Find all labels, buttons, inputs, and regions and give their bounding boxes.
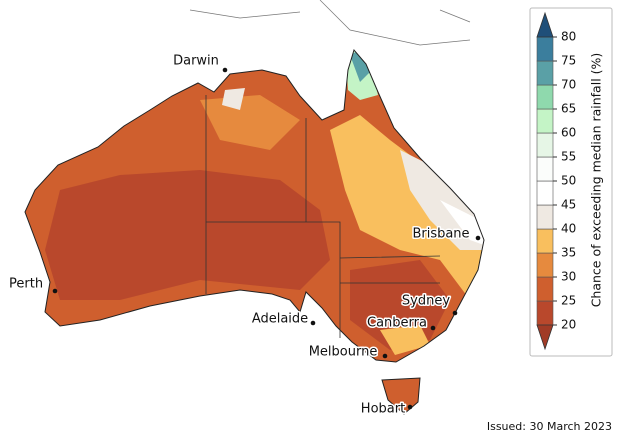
field-orange [200, 95, 300, 150]
city-dot [52, 288, 58, 294]
legend-title: Chance of exceeding median rainfall (%) [589, 53, 604, 308]
legend-bin [536, 252, 554, 278]
legend-bin [536, 156, 554, 182]
legend-bin [536, 108, 554, 134]
legend-tick-label: 25 [561, 294, 576, 308]
city-dot [475, 235, 481, 241]
legend-tick-label: 70 [561, 78, 576, 92]
legend-tick-label: 30 [561, 270, 576, 284]
legend-bin [536, 36, 554, 62]
legend-bin [536, 180, 554, 206]
field-yellow [330, 115, 484, 300]
legend-under [536, 324, 554, 351]
city-label: Hobart [361, 402, 405, 417]
field-white [440, 200, 484, 245]
legend-tick-label: 35 [561, 246, 576, 260]
legend-tick-label: 50 [561, 174, 576, 188]
legend-over [536, 11, 554, 38]
legend-tick-label: 75 [561, 54, 576, 68]
legend-tick-label: 65 [561, 102, 576, 116]
city-dot [222, 67, 228, 73]
legend-bin [536, 300, 554, 326]
legend-tick-label: 40 [561, 222, 576, 236]
city-dot [407, 404, 413, 410]
field-yellow-se [380, 325, 430, 355]
city-dot [310, 320, 316, 326]
issued-date: Issued: 30 March 2023 [487, 420, 612, 433]
city-label: Darwin [173, 54, 219, 69]
state-borders [205, 95, 441, 338]
field-teal [350, 50, 370, 82]
field-dark [45, 170, 330, 300]
city-label: Adelaide [252, 312, 308, 327]
city-label: Sydney [402, 294, 450, 309]
legend-bin [536, 84, 554, 110]
city-dot [382, 353, 388, 359]
legend-tick-label: 55 [561, 150, 576, 164]
field-light-2 [222, 88, 245, 110]
city-label: Melbourne [309, 345, 378, 360]
legend-tick-label: 60 [561, 126, 576, 140]
legend-bin [536, 204, 554, 230]
legend-tick-label: 20 [561, 318, 576, 332]
city-dot [430, 325, 436, 331]
city-dot [452, 310, 458, 316]
neighbour-coast [189, 0, 471, 46]
city-label: Canberra [367, 316, 427, 331]
legend-tick-label: 80 [561, 30, 576, 44]
legend-bin [536, 132, 554, 158]
legend-bin [536, 60, 554, 86]
city-label: Brisbane [412, 227, 469, 242]
legend-tick-label: 45 [561, 198, 576, 212]
legend-bin [536, 228, 554, 254]
legend-bin [536, 276, 554, 302]
field-dark-se [350, 260, 450, 350]
city-label: Perth [9, 277, 43, 292]
